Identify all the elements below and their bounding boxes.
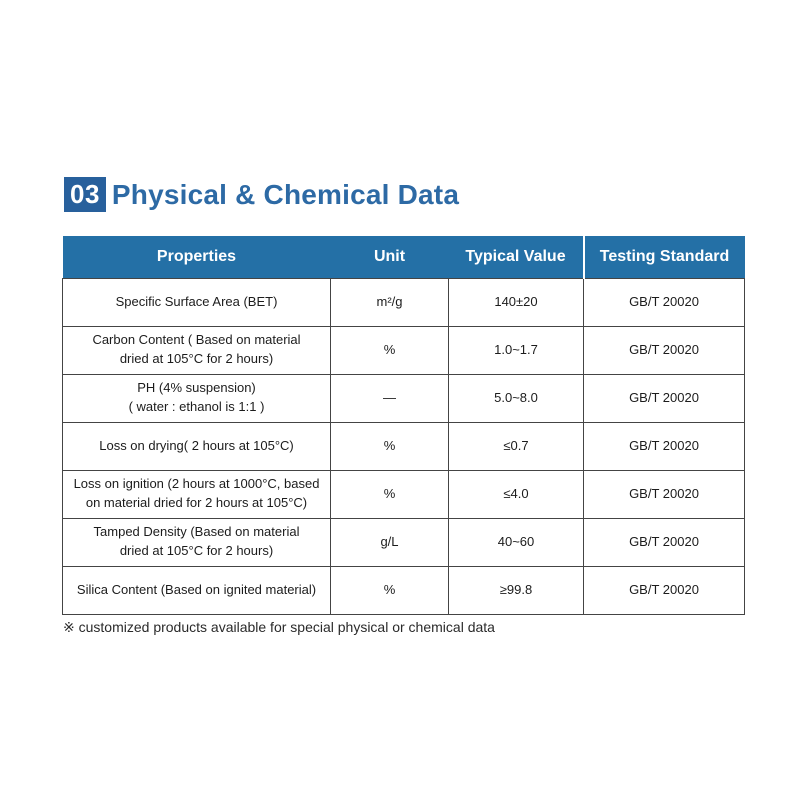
typical-value-cell: 1.0~1.7 (448, 325, 584, 375)
section-header: 03 Physical & Chemical Data (64, 177, 459, 212)
column-header-unit: Unit (330, 236, 449, 278)
typical-value-cell: 5.0~8.0 (448, 373, 584, 423)
testing-standard-cell: GB/T 20020 (583, 373, 745, 423)
unit-cell: — (330, 373, 449, 423)
table-row: Silica Content (Based on ignited materia… (62, 565, 745, 615)
footnote: ※ customized products available for spec… (63, 619, 495, 635)
physical-chemical-data-table: Properties Unit Typical Value Testing St… (62, 236, 745, 615)
unit-cell: % (330, 421, 449, 471)
testing-standard-cell: GB/T 20020 (583, 469, 745, 519)
property-cell: Tamped Density (Based on material dried … (62, 517, 331, 567)
testing-standard-cell: GB/T 20020 (583, 277, 745, 327)
property-cell: Loss on drying( 2 hours at 105°C) (62, 421, 331, 471)
testing-standard-cell: GB/T 20020 (583, 421, 745, 471)
section-number-badge: 03 (64, 177, 106, 212)
unit-cell: % (330, 469, 449, 519)
typical-value-cell: 140±20 (448, 277, 584, 327)
typical-value-cell: ≤4.0 (448, 469, 584, 519)
column-header-properties: Properties (62, 236, 331, 278)
property-cell: Silica Content (Based on ignited materia… (62, 565, 331, 615)
table-header-row: Properties Unit Typical Value Testing St… (62, 236, 745, 278)
column-header-typical-value: Typical Value (448, 236, 584, 278)
table-row: Loss on ignition (2 hours at 1000°C, bas… (62, 469, 745, 519)
typical-value-cell: ≥99.8 (448, 565, 584, 615)
table-row: Tamped Density (Based on material dried … (62, 517, 745, 567)
unit-cell: % (330, 565, 449, 615)
table-row: Specific Surface Area (BET) m²/g 140±20 … (62, 277, 745, 327)
property-cell: Loss on ignition (2 hours at 1000°C, bas… (62, 469, 331, 519)
table-row: Carbon Content ( Based on material dried… (62, 325, 745, 375)
unit-cell: % (330, 325, 449, 375)
table-row: PH (4% suspension) ( water : ethanol is … (62, 373, 745, 423)
unit-cell: m²/g (330, 277, 449, 327)
table-row: Loss on drying( 2 hours at 105°C) % ≤0.7… (62, 421, 745, 471)
testing-standard-cell: GB/T 20020 (583, 517, 745, 567)
testing-standard-cell: GB/T 20020 (583, 565, 745, 615)
typical-value-cell: 40~60 (448, 517, 584, 567)
typical-value-cell: ≤0.7 (448, 421, 584, 471)
column-header-testing-standard: Testing Standard (582, 236, 745, 278)
unit-cell: g/L (330, 517, 449, 567)
property-cell: Specific Surface Area (BET) (62, 277, 331, 327)
property-cell: Carbon Content ( Based on material dried… (62, 325, 331, 375)
page-title: Physical & Chemical Data (111, 178, 460, 210)
testing-standard-cell: GB/T 20020 (583, 325, 745, 375)
property-cell: PH (4% suspension) ( water : ethanol is … (62, 373, 331, 423)
